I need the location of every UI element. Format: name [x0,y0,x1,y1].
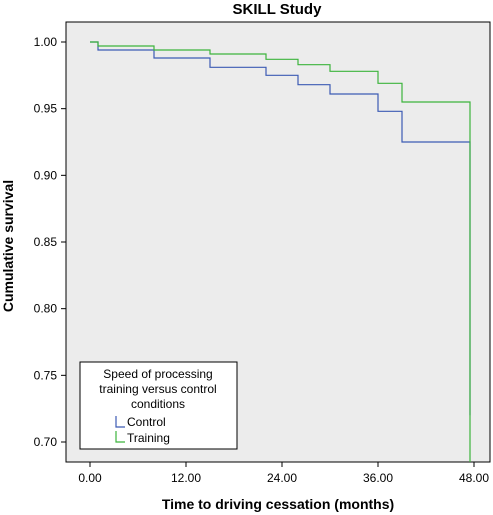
legend-label-training: Training [127,431,170,445]
y-tick-label: 0.75 [34,368,58,382]
chart-title: SKILL Study [233,1,323,18]
legend-label-control: Control [127,415,166,429]
x-tick-label: 12.00 [171,471,201,485]
x-tick-label: 36.00 [363,471,393,485]
y-axis: 0.70 0.75 0.80 0.85 0.90 0.95 1.00 [34,35,66,449]
legend-title-line-1: Speed of processing [103,367,212,381]
y-tick-label: 0.70 [34,435,58,449]
y-tick-label: 1.00 [34,35,58,49]
legend-swatch-control [115,416,125,428]
x-tick-label: 0.00 [78,471,102,485]
x-axis-label: Time to driving cessation (months) [162,496,394,512]
x-tick-label: 48.00 [459,471,489,485]
y-tick-label: 0.80 [34,302,58,316]
series-layer [90,41,471,462]
survival-curve-training [90,41,471,462]
legend-title-line-2: training versus control [99,382,216,396]
y-tick-label: 0.90 [34,168,58,182]
legend-box [79,361,238,450]
y-tick-label: 0.95 [34,102,58,116]
legend-title-line-3: conditions [131,397,185,411]
y-tick-label: 0.85 [34,235,58,249]
x-axis: 0.00 12.00 24.00 36.00 48.00 [78,462,489,485]
y-axis-label: Cumulative survival [0,180,16,312]
legend-swatch-training [115,431,125,443]
x-tick-label: 24.00 [267,471,297,485]
legend: Speed of processing training versus cont… [79,361,238,450]
